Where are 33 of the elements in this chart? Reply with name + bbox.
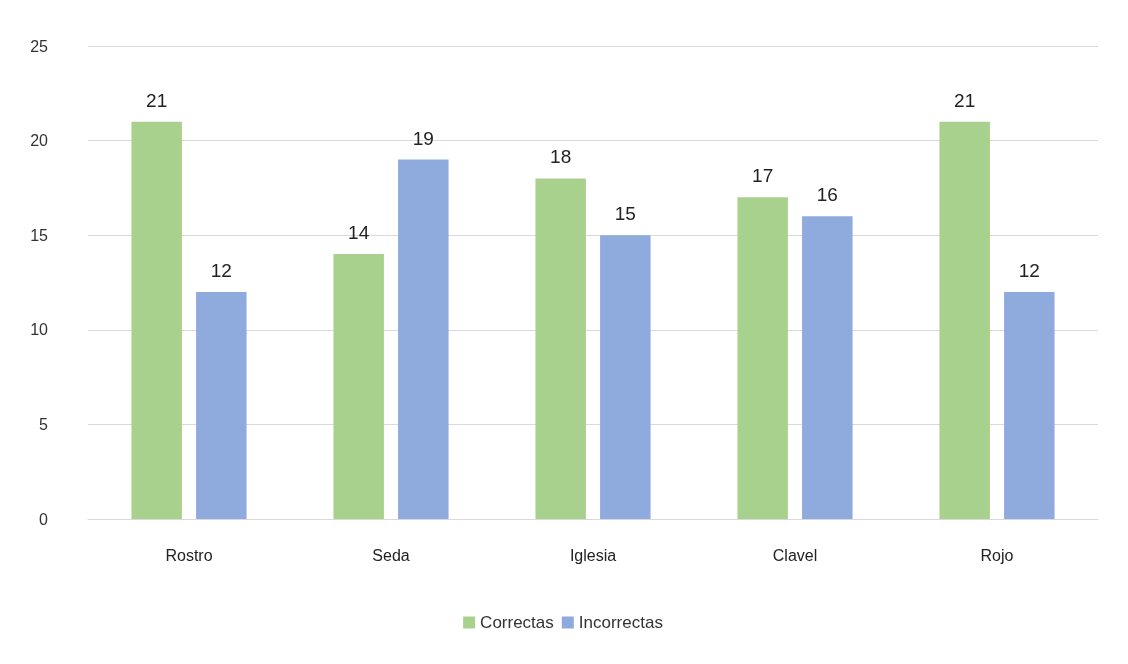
data-label: 21: [146, 89, 168, 111]
y-tick-label: 5: [39, 415, 49, 433]
x-tick-label: Clavel: [772, 546, 818, 564]
bar: [131, 121, 182, 519]
x-tick-label: Rojo: [980, 546, 1014, 564]
x-tick-label: Rostro: [165, 546, 213, 564]
data-label: 19: [412, 127, 434, 149]
bar: [1004, 291, 1055, 519]
data-label: 12: [210, 259, 232, 281]
bar: [535, 178, 586, 519]
bar: [939, 121, 990, 519]
data-label: 21: [954, 89, 976, 111]
legend-label: Correctas: [480, 613, 554, 632]
bar: [737, 197, 788, 519]
x-tick-label: Seda: [372, 546, 410, 564]
data-label: 17: [752, 165, 774, 187]
data-label: 14: [348, 222, 370, 244]
y-tick-label: 10: [30, 321, 49, 339]
bar: [196, 291, 247, 519]
x-tick-label: Iglesia: [569, 546, 617, 564]
y-tick-label: 0: [39, 510, 49, 528]
data-label: 12: [1018, 259, 1040, 281]
y-tick-label: 15: [30, 226, 49, 244]
bar: [600, 235, 651, 519]
data-label: 18: [550, 146, 572, 168]
data-label: 16: [816, 184, 838, 206]
data-label: 15: [614, 203, 636, 225]
y-tick-label: 25: [30, 37, 49, 55]
legend-label: Incorrectas: [578, 613, 663, 632]
y-tick-label: 20: [30, 132, 49, 150]
bar: [333, 254, 384, 519]
bar: [398, 159, 449, 519]
bar: [802, 216, 853, 519]
